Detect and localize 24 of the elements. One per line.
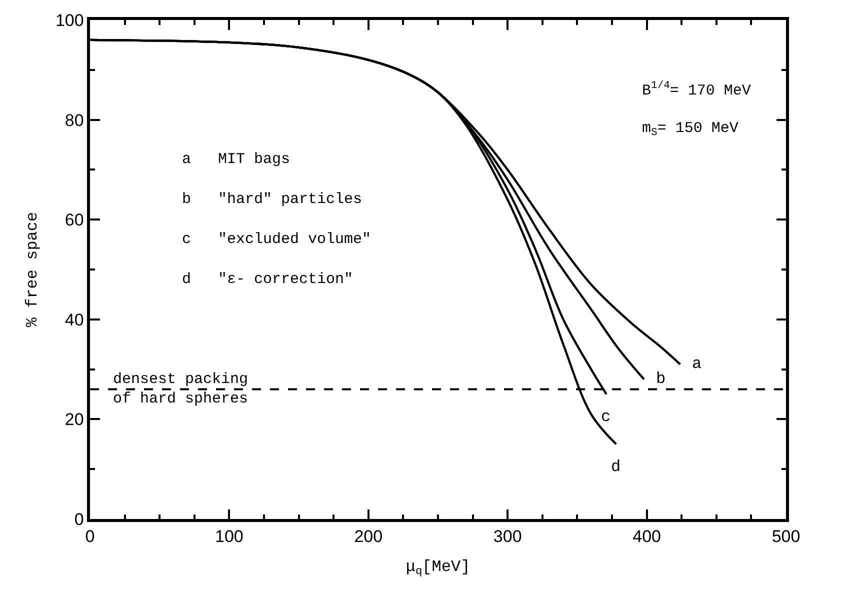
- y-tick-label: 60: [64, 210, 84, 230]
- x-tick-label: 500: [772, 527, 800, 546]
- y-tick-label: 100: [55, 10, 84, 30]
- annotation: B$^{1/4}$= 170 MeV: [642, 80, 751, 100]
- series-label: d: [611, 458, 621, 476]
- x-tick-label: 100: [215, 527, 244, 546]
- y-axis-title: % free space: [23, 212, 42, 328]
- x-axis-title: μ$_{q}$[MeV]: [406, 558, 470, 578]
- y-tick-label: 0: [74, 510, 84, 529]
- annotation: d "ε- correction": [182, 271, 354, 288]
- ref-line-label: densest packing of hard spheres: [113, 371, 248, 408]
- annotation: b "hard" particles: [182, 191, 362, 208]
- x-tick-label: 300: [493, 527, 522, 546]
- series-label: b: [656, 370, 666, 388]
- y-tick-label: 40: [64, 310, 84, 330]
- series-label: a: [692, 355, 702, 373]
- annotation: m$_{S}$= 150 MeV: [642, 120, 738, 140]
- series-label: c: [601, 408, 611, 426]
- x-tick-label: 200: [354, 527, 383, 546]
- x-tick-label: 400: [632, 527, 661, 546]
- annotation: a MIT bags: [182, 151, 290, 168]
- annotation: c "excluded volume": [182, 231, 372, 248]
- y-tick-label: 80: [64, 110, 84, 130]
- y-tick-label: 20: [64, 410, 84, 430]
